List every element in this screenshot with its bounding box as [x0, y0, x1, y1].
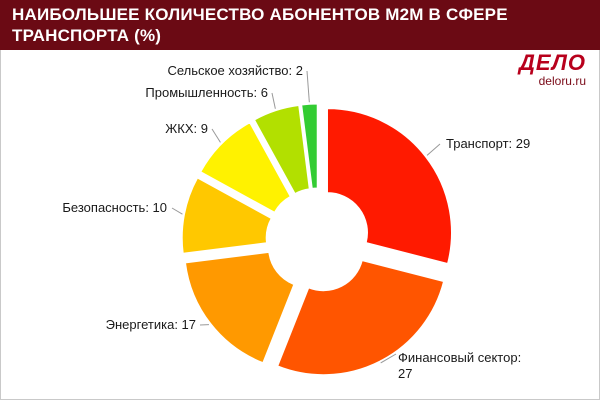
- brand-logo: ДЕЛО: [518, 50, 586, 75]
- slice-4: [200, 122, 291, 213]
- chart-title: НАИБОЛЬШЕЕ КОЛИЧЕСТВО АБОНЕНТОВ M2M В СФ…: [12, 5, 508, 45]
- slice-3: [181, 177, 272, 254]
- slice-6: [301, 103, 318, 189]
- slice-label-1: Финансовый сектор: 27: [398, 350, 521, 381]
- slice-label-0: Транспорт: 29: [446, 136, 530, 151]
- slice-label-3: Безопасность: 10: [62, 200, 167, 215]
- slice-0: [326, 108, 452, 265]
- brand-url: deloru.ru: [538, 74, 586, 88]
- slice-5: [253, 105, 310, 195]
- slice-2: [184, 251, 295, 364]
- leader-line-1: [380, 353, 397, 364]
- leader-line-4: [211, 128, 221, 143]
- slice-1: [277, 260, 445, 376]
- chart-header: НАИБОЛЬШЕЕ КОЛИЧЕСТВО АБОНЕНТОВ M2M В СФ…: [0, 0, 600, 50]
- leader-line-0: [426, 143, 441, 156]
- brand-block: ДЕЛО deloru.ru: [518, 50, 586, 89]
- slice-label-5: Промышленность: 6: [145, 85, 268, 100]
- leader-line-6: [306, 70, 310, 103]
- leader-line-5: [271, 92, 276, 109]
- slice-label-4: ЖКХ: 9: [165, 121, 208, 136]
- slice-label-2: Энергетика: 17: [106, 317, 196, 332]
- leader-line-3: [171, 207, 183, 215]
- slice-label-6: Сельское хозяйство: 2: [167, 63, 303, 78]
